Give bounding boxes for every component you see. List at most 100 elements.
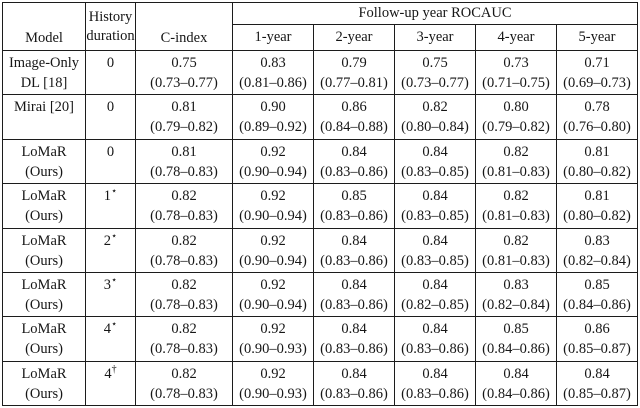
rocauc-4-year-cell: 0.82 (0.81–0.83) (475, 183, 557, 229)
history-duration-marker: ⋆ (110, 186, 118, 198)
rocauc-value: 0.92 (260, 276, 286, 293)
rocauc-5-year-cell: 0.86 (0.85–0.87) (556, 316, 638, 362)
rocauc-2-year-cell: 0.84 (0.83–0.86) (313, 360, 395, 407)
rocauc-value: 0.80 (503, 99, 529, 116)
rocauc-1-year-cell: 0.92 (0.90–0.94) (232, 227, 314, 273)
model-cell: Image-Only DL [18] (2, 49, 86, 96)
rocauc-4-year-cell: 0.85 (0.84–0.86) (475, 316, 557, 362)
rocauc-confidence-interval: (0.79–0.82) (482, 119, 550, 136)
history-duration-value: 0 (106, 99, 115, 116)
rocauc-2-year-cell: 0.84 (0.83–0.86) (313, 227, 395, 273)
history-duration-cell: 3⋆ (85, 271, 136, 318)
rocauc-value: 0.85 (503, 321, 529, 338)
c-index-value: 0.75 (171, 55, 197, 71)
model-name-line2: (Ours) (25, 252, 63, 269)
rocauc-confidence-interval: (0.83–0.85) (401, 252, 469, 269)
rocauc-value: 0.83 (503, 276, 529, 293)
history-duration-marker: ⋆ (110, 275, 118, 287)
column-header-1-year: 1-year (232, 24, 314, 51)
model-name-line2: (Ours) (25, 385, 63, 402)
rocauc-confidence-interval: (0.82–0.84) (563, 252, 631, 269)
history-duration-cell: 2⋆ (85, 227, 136, 273)
model-name-line2: (Ours) (25, 208, 63, 225)
rocauc-confidence-interval: (0.90–0.94) (239, 208, 307, 225)
rocauc-value: 0.84 (503, 365, 529, 382)
rocauc-value: 0.82 (422, 99, 448, 116)
rocauc-1-year-cell: 0.92 (0.90–0.94) (232, 271, 314, 318)
header-year-row: 1-year 2-year 3-year 4-year 5-year (3, 24, 638, 51)
rocauc-2-year-cell: 0.84 (0.83–0.86) (313, 138, 395, 185)
rocauc-value: 0.82 (503, 143, 529, 160)
rocauc-value: 0.84 (422, 276, 448, 293)
history-duration-cell: 4† (85, 360, 136, 407)
rocauc-value: 0.84 (341, 321, 367, 338)
history-duration-cell: 0 (85, 138, 136, 185)
rocauc-1-year-cell: 0.92 (0.90–0.94) (232, 183, 314, 229)
model-name-line1: Image-Only (8, 55, 80, 71)
rocauc-4-year-cell: 0.83 (0.82–0.84) (475, 271, 557, 318)
rocauc-confidence-interval: (0.82–0.85) (401, 296, 469, 313)
rocauc-4-year-cell: 0.80 (0.79–0.82) (475, 94, 557, 140)
rocauc-3-year-cell: 0.84 (0.83–0.85) (394, 227, 476, 273)
header-group-row: Model History duration C-index Follow-up… (2, 2, 638, 51)
history-header-line2: duration (86, 27, 135, 44)
column-header-4-year: 4-year (475, 24, 557, 51)
model-name-line2: (Ours) (25, 341, 63, 358)
history-duration-marker: ⋆ (110, 319, 118, 331)
c-index-value: 0.82 (171, 276, 197, 293)
model-name-line2: DL [18] (20, 75, 68, 91)
rocauc-3-year-cell: 0.75 (0.73–0.77) (394, 49, 476, 96)
rocauc-4-year-cell: 0.84 (0.84–0.86) (475, 360, 557, 407)
history-duration-cell: 1⋆ (85, 183, 136, 229)
rocauc-value: 0.81 (584, 188, 610, 205)
rocauc-value: 0.92 (260, 232, 286, 249)
rocauc-confidence-interval: (0.82–0.84) (482, 296, 550, 313)
c-index-confidence-interval: (0.78–0.83) (150, 296, 218, 313)
c-index-value: 0.81 (171, 143, 197, 160)
rocauc-value: 0.92 (260, 188, 286, 205)
rocauc-value: 0.84 (422, 232, 448, 249)
model-name-line1: LoMaR (21, 276, 67, 293)
c-index-cell: 0.82 (0.78–0.83) (135, 360, 233, 407)
rocauc-value: 0.79 (341, 55, 367, 71)
rocauc-confidence-interval: (0.90–0.93) (239, 341, 307, 358)
rocauc-3-year-cell: 0.84 (0.83–0.86) (394, 316, 476, 362)
rocauc-value: 0.90 (260, 99, 286, 116)
model-cell: LoMaR (Ours) (2, 316, 86, 362)
rocauc-confidence-interval: (0.83–0.86) (401, 341, 469, 358)
rocauc-value: 0.86 (584, 321, 610, 338)
model-name-line1: LoMaR (21, 365, 67, 382)
c-index-confidence-interval: (0.78–0.83) (150, 341, 218, 358)
rocauc-5-year-cell: 0.78 (0.76–0.80) (556, 94, 638, 140)
model-cell: Mirai [20] (2, 94, 86, 140)
c-index-cell: 0.75 (0.73–0.77) (135, 49, 233, 96)
rocauc-confidence-interval: (0.83–0.85) (401, 163, 469, 180)
rocauc-value: 0.92 (260, 321, 286, 338)
rocauc-value: 0.73 (503, 55, 529, 71)
model-cell: LoMaR (Ours) (2, 227, 86, 273)
table-row: LoMaR (Ours) 0 0.81 (0.78–0.83) 0.92 (0.… (2, 138, 638, 185)
rocauc-4-year-cell: 0.82 (0.81–0.83) (475, 227, 557, 273)
rocauc-confidence-interval: (0.80–0.84) (401, 119, 469, 136)
model-name-line1: Mirai [20] (14, 99, 74, 116)
table-row: Mirai [20] 0 0.81 (0.79–0.82) 0.90 (0.89… (2, 94, 638, 140)
table-row: LoMaR (Ours) 2⋆ 0.82 (0.78–0.83) 0.92 (0… (2, 227, 638, 273)
rocauc-confidence-interval: (0.81–0.83) (482, 208, 550, 225)
rocauc-confidence-interval: (0.85–0.87) (563, 385, 631, 402)
rocauc-5-year-cell: 0.81 (0.80–0.82) (556, 138, 638, 185)
rocauc-5-year-cell: 0.83 (0.82–0.84) (556, 227, 638, 273)
history-duration-value: 1 (103, 188, 111, 205)
model-name-line2 (4, 117, 85, 137)
c-index-value: 0.82 (171, 365, 197, 382)
history-duration-value: 4 (104, 365, 112, 382)
history-duration-marker: † (111, 363, 117, 375)
model-name-line1: LoMaR (21, 143, 67, 160)
rocauc-3-year-cell: 0.84 (0.83–0.85) (394, 183, 476, 229)
rocauc-value: 0.84 (422, 188, 448, 205)
model-name-line1: LoMaR (21, 321, 67, 338)
rocauc-value: 0.84 (584, 365, 610, 382)
rocauc-5-year-cell: 0.71 (0.69–0.73) (556, 49, 638, 96)
rocauc-value: 0.86 (341, 99, 367, 116)
